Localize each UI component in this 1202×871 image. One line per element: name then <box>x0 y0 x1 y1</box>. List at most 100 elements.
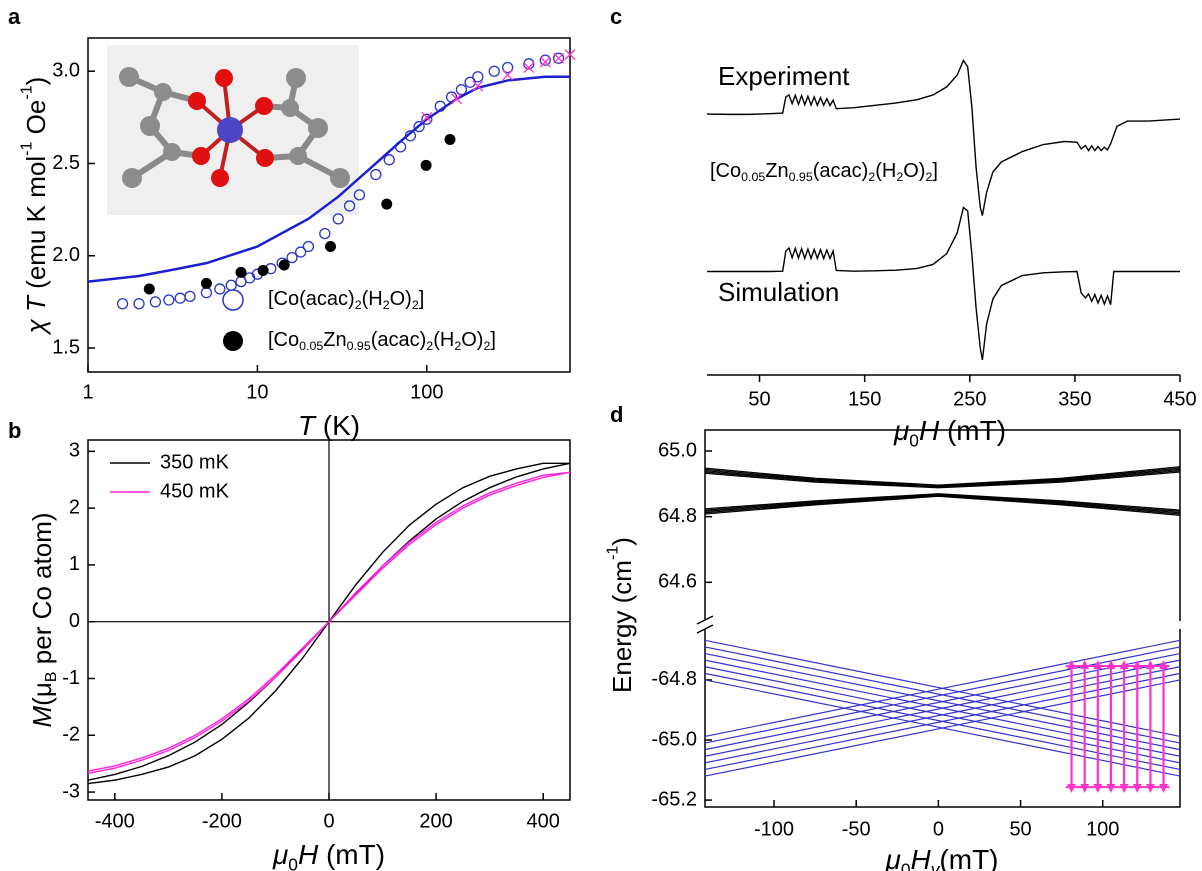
panel-label: c <box>610 4 622 29</box>
x-tick-label: 200 <box>419 810 452 832</box>
x-tick-label: 250 <box>953 388 986 410</box>
text-part: [Co(acac) <box>268 288 355 310</box>
text-part: Energy (cm <box>607 560 637 693</box>
text-part: (acac) <box>371 329 427 351</box>
y-tick-label: 65.0 <box>658 439 697 461</box>
text-part: 0 <box>288 854 298 871</box>
panel-label: a <box>8 4 21 29</box>
panel-label: d <box>610 402 623 427</box>
y-axis-label: Energy (cm-1) <box>604 537 637 693</box>
x-tick-label: 10 <box>246 381 268 403</box>
y-tick-label: -3 <box>62 780 80 802</box>
data-point <box>118 299 128 309</box>
text-part: (H <box>433 329 454 351</box>
text-part: χ <box>21 312 51 335</box>
data-point <box>201 288 211 298</box>
y-tick-label: 3 <box>69 440 80 462</box>
x-tick-label: 0 <box>323 810 334 832</box>
y-tick-label: 3.0 <box>52 59 80 81</box>
data-point <box>371 170 381 180</box>
text-part: H <box>911 844 932 871</box>
x-tick-label: -50 <box>842 818 871 840</box>
data-point <box>456 85 466 95</box>
y-tick-label: 2 <box>69 496 80 518</box>
data-point <box>540 55 550 65</box>
text-part: ] <box>419 288 425 310</box>
y-tick-label: -2 <box>62 724 80 746</box>
data-point <box>258 265 269 276</box>
text-part: (acac) <box>813 160 869 182</box>
text-part: ] <box>932 160 938 182</box>
y-tick-label: 2.5 <box>52 152 80 174</box>
y-tick-label: 2.0 <box>52 244 80 266</box>
x-tick-label: 400 <box>527 810 560 832</box>
text-part: (mT) <box>939 844 998 871</box>
legend-label: 350 mK <box>160 451 230 473</box>
data-point <box>554 53 564 63</box>
text-part: 0.95 <box>347 339 371 353</box>
x-tick-label: -100 <box>754 818 794 840</box>
data-point <box>303 242 313 252</box>
text-part: (H <box>362 288 383 310</box>
x-tick-label: -400 <box>95 810 135 832</box>
data-point <box>325 241 336 252</box>
x-tick-label: 50 <box>1009 818 1031 840</box>
text-part: B <box>42 671 60 682</box>
molecule-inset <box>107 45 359 215</box>
figure: a1101001.52.02.53.0T (K)χ T (emu K mol-1… <box>0 0 1202 871</box>
text-part: 0.05 <box>741 170 765 184</box>
x-tick-label: 1 <box>82 381 93 403</box>
text-part: μ <box>272 839 288 870</box>
page: {"chart_data": [ {"type": "scatter", "pa… <box>0 0 1202 871</box>
legend-label: 450 mK <box>160 480 230 502</box>
y-axis-label: M(μB per Co atom) <box>27 512 60 727</box>
text-part: (H <box>875 160 896 182</box>
data-point <box>201 278 212 289</box>
x-tick-label: 100 <box>410 381 443 403</box>
text-part: 0.95 <box>789 170 813 184</box>
y-tick-label: -65.2 <box>651 788 697 810</box>
text-part: 0.05 <box>299 339 323 353</box>
text-part: per Co atom) <box>27 512 57 671</box>
panel-label: b <box>8 418 21 443</box>
y-tick-label: -1 <box>62 667 80 689</box>
text-part: (mT) <box>318 839 385 870</box>
text-part: 0 <box>901 859 911 871</box>
data-point <box>175 293 185 303</box>
text-part: H <box>298 839 319 870</box>
text-part: (K) <box>315 410 360 441</box>
data-point <box>489 66 499 76</box>
x-axis-label: μ0H (mT) <box>893 415 1006 450</box>
data-point <box>134 299 144 309</box>
data-point <box>444 134 455 145</box>
text-part: μ <box>885 844 901 871</box>
legend-marker <box>223 290 243 310</box>
x-tick-label: 350 <box>1058 388 1091 410</box>
y-tick-label: 1 <box>69 553 80 575</box>
x-axis-label: T (K) <box>298 410 360 441</box>
annotation: [Co0.05Zn0.95(acac)2(H2O)2] <box>710 160 938 184</box>
trace-label: Simulation <box>718 277 839 307</box>
x-tick-label: 100 <box>1086 818 1119 840</box>
y-axis-label: χ T (emu K mol-1 Oe-1) <box>18 77 51 336</box>
text-part: O) <box>461 329 483 351</box>
text-part: M <box>27 706 57 728</box>
data-point <box>150 297 160 307</box>
text-part: ) <box>607 537 637 546</box>
text-part: Zn <box>323 329 346 351</box>
cobalt-atom <box>217 117 243 143</box>
data-point <box>226 280 236 290</box>
legend-label: [Co(acac)2(H2O)2] <box>268 288 424 312</box>
text-part: O) <box>390 288 412 310</box>
text-part: [Co <box>268 329 299 351</box>
data-point <box>144 283 155 294</box>
x-axis-label: μ0H (mT) <box>272 839 385 871</box>
text-part: (mT) <box>939 415 1006 446</box>
text-part: ] <box>490 329 496 351</box>
data-point <box>185 291 195 301</box>
text-part: (emu K mol <box>21 156 51 296</box>
text-part: Zn <box>765 160 788 182</box>
x-tick-label: -200 <box>202 810 242 832</box>
trace-label: Experiment <box>718 61 850 91</box>
text-part: O) <box>903 160 925 182</box>
